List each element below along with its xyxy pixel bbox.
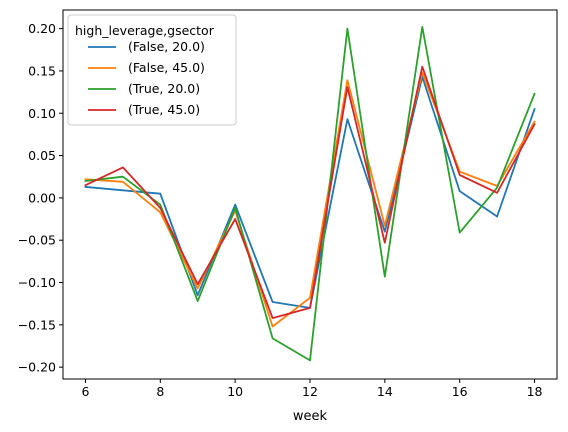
- y-tick-label: 0.10: [28, 106, 56, 121]
- y-tick-label: 0.15: [28, 63, 56, 78]
- legend-entry-label: (False, 45.0): [128, 60, 205, 75]
- legend-entry-label: (True, 20.0): [128, 81, 200, 96]
- x-tick-label: 16: [452, 384, 468, 399]
- y-axis-ticks: 0.20 0.15 0.10 0.05 0.00 −0.05 −0.10 −0.15 −0.20: [18, 21, 63, 375]
- legend-title: high_leverage,gsector: [75, 23, 215, 38]
- series-line-4: [84, 65, 536, 320]
- y-tick-label: 0.20: [28, 21, 56, 36]
- y-tick-label: −0.05: [18, 233, 56, 248]
- y-tick-label: 0.00: [28, 190, 56, 205]
- legend-entry-label: (False, 20.0): [128, 39, 205, 54]
- x-tick-label: 12: [302, 384, 318, 399]
- x-axis-label: week: [293, 409, 328, 424]
- series-layer: [84, 25, 536, 362]
- x-tick-label: 10: [227, 384, 243, 399]
- y-tick-label: −0.15: [18, 317, 56, 332]
- series-line-3: [84, 25, 536, 362]
- series-line-2: [84, 71, 536, 328]
- legend-items: (False, 20.0) (False, 45.0) (True, 20.0) (T…: [88, 39, 205, 117]
- x-tick-label: 8: [156, 384, 164, 399]
- x-tick-label: 6: [81, 384, 89, 399]
- legend-entry-label: (True, 45.0): [128, 102, 200, 117]
- x-tick-label: 14: [377, 384, 393, 399]
- y-tick-label: −0.20: [18, 360, 56, 375]
- legend-box: [67, 14, 237, 126]
- y-tick-label: −0.10: [18, 275, 56, 290]
- y-tick-label: 0.05: [28, 148, 56, 163]
- legend: high_leverage,gsector (False, 20.0)(Fals…: [67, 14, 237, 126]
- x-tick-label: 18: [527, 384, 543, 399]
- x-axis-ticks: 6 8 10 12 14 16 18: [81, 379, 543, 399]
